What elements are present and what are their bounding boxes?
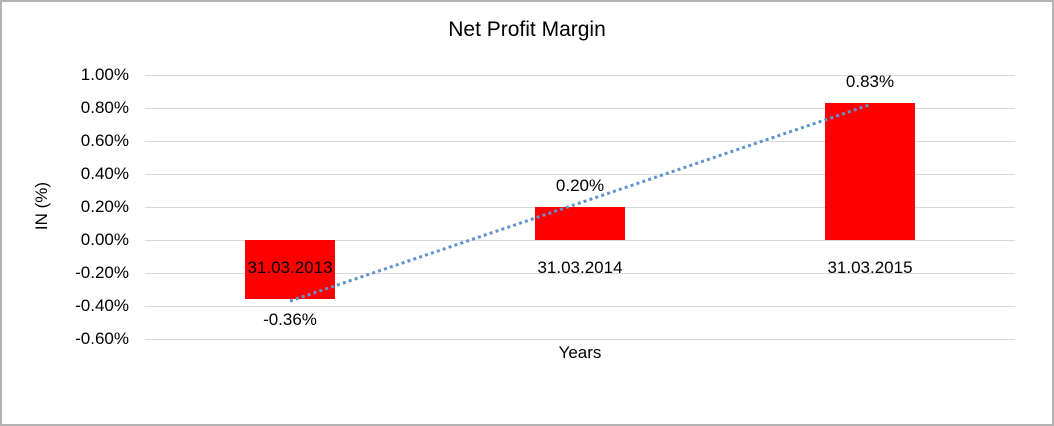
y-tick-label: 1.00% [80,65,129,84]
y-tick-label: -0.60% [75,329,129,348]
bar [535,207,625,240]
y-tick-label: 0.60% [80,131,129,150]
chart-title: Net Profit Margin [448,18,606,41]
x-axis-title: Years [558,343,602,362]
bar [825,103,915,240]
x-category-label: 31.03.2013 [247,258,333,277]
y-tick-label: 0.80% [80,98,129,117]
y-tick-label: -0.20% [75,263,129,282]
y-tick-label: 0.20% [80,197,129,216]
x-category-label: 31.03.2015 [827,258,913,277]
y-tick-label: -0.40% [75,296,129,315]
gridline [145,338,1015,340]
gridline [145,305,1015,307]
y-tick-label: 0.00% [80,230,129,249]
bar-data-label: 0.20% [555,176,605,195]
x-category-label: 31.03.2014 [537,258,623,277]
y-tick-label: 0.40% [80,164,129,183]
gridline [145,74,1015,76]
bar-data-label: -0.36% [263,310,317,330]
bar-data-label: 0.83% [845,72,895,92]
